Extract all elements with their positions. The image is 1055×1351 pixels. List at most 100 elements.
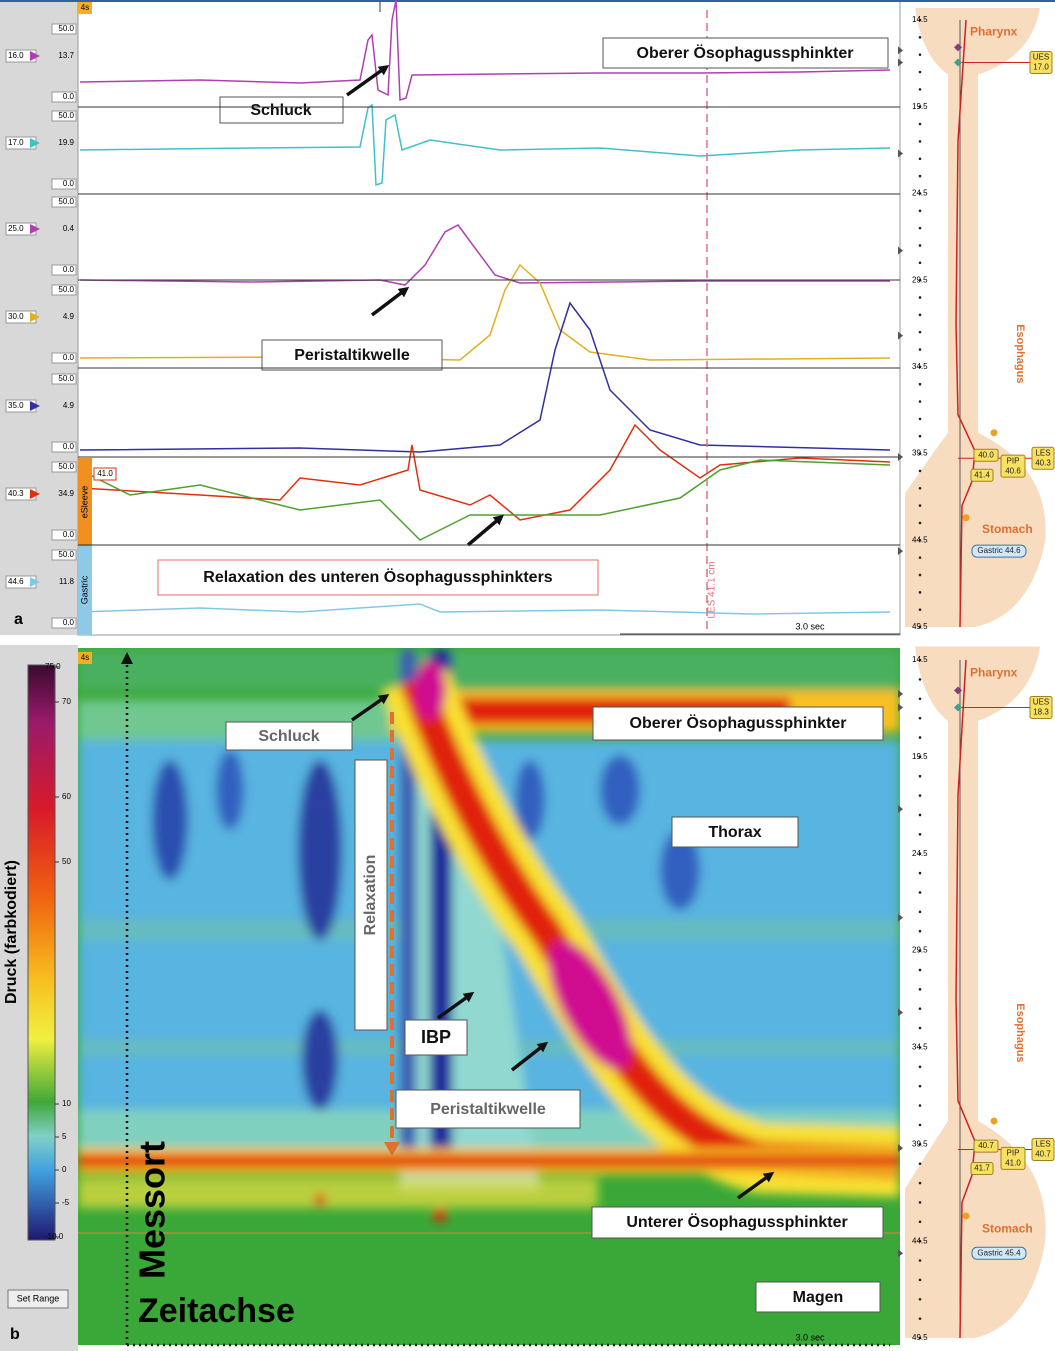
depth-dot (918, 968, 922, 972)
ues-label-box (1029, 695, 1053, 719)
les-label: LES (1035, 1140, 1050, 1149)
depth-label: 24.5 (912, 849, 928, 858)
depth-dot (918, 36, 922, 39)
channel-value: 4.9 (63, 312, 75, 321)
sensor-marker (898, 453, 903, 462)
ues-marker (954, 703, 962, 712)
depth-dot (918, 1142, 922, 1146)
region-label: Pharynx (970, 24, 1018, 38)
gastric-box (971, 544, 1027, 558)
depth-dot (918, 1104, 922, 1107)
annotation: Oberer Ösophagussphinkter (637, 43, 854, 62)
depth-dot (918, 434, 922, 438)
depth-dot (918, 1181, 922, 1185)
depth-dot (918, 929, 922, 933)
depth-dot (918, 226, 922, 230)
depth-dot (918, 157, 922, 161)
depth-dot (918, 382, 922, 386)
depth-dot (918, 1026, 922, 1030)
axis-label: Zeitachse (138, 1292, 295, 1330)
depth-dot (918, 573, 922, 577)
gastric-box (78, 546, 92, 635)
depth-dot (918, 261, 922, 265)
annotation: Schluck (250, 102, 311, 119)
pressure-profile (955, 19, 976, 628)
pip-label: PIP (1007, 1148, 1020, 1157)
sensor-marker (898, 331, 903, 340)
annotation-box (591, 1206, 884, 1239)
depth-dot (918, 736, 922, 739)
depth-dot (918, 852, 922, 856)
depth-dot (918, 296, 922, 299)
les-bottom: 41.7 (974, 1164, 990, 1173)
sensor-marker (898, 46, 903, 55)
channel-value: 13.7 (58, 51, 74, 60)
sensor-marker (898, 1008, 903, 1017)
sensor-marker (898, 703, 903, 712)
colorbar-tick-label: -5 (62, 1198, 70, 1207)
depth-dot (918, 88, 922, 91)
channel-max: 50.0 (58, 462, 74, 471)
time-label: 4s (81, 653, 89, 662)
gastric-label: Gastric 44.6 (977, 546, 1021, 555)
annotation: Peristaltikwelle (430, 1101, 546, 1118)
channel-max: 50.0 (58, 285, 74, 294)
esleeve-box (78, 458, 92, 546)
time-label-box (78, 2, 92, 14)
depth-dot (918, 988, 922, 991)
annotation: Oberer Ösophagussphinkter (630, 713, 847, 732)
axis-label: Messort (132, 1141, 173, 1279)
annotation: Relaxation des unteren Ösophagussphinkte… (203, 567, 553, 586)
depth-dot (918, 910, 922, 914)
depth-dot (918, 105, 922, 109)
esleeve-label: eSleeve (79, 486, 89, 519)
sensor-marker (898, 1249, 903, 1258)
region-label: Esophagus (1014, 324, 1026, 383)
depth-dot (918, 1259, 922, 1262)
channel-min: 0.0 (63, 179, 75, 188)
sensor-marker (898, 689, 903, 698)
trace-6-red (79, 423, 891, 521)
les-bottom-box (970, 1162, 994, 1175)
trace-6-green (79, 459, 891, 541)
depth-label: 14.5 (912, 15, 928, 24)
pip-label-box (1000, 454, 1026, 478)
depth-dot (918, 1278, 922, 1282)
depth-label: 19.5 (912, 752, 928, 761)
set-range-label[interactable]: Set Range (17, 1293, 60, 1303)
marker (962, 514, 970, 522)
channel-min: 0.0 (63, 618, 75, 627)
depth-dot (918, 486, 922, 490)
time-scale: 3.0 sec (795, 1332, 825, 1342)
depth-label: 49.5 (912, 622, 928, 631)
depth-dot (918, 556, 922, 559)
anatomy: 14.5 19.5 24.5 29.5 34.5 39.5 44.5 49.5 Pharynx E… (898, 7, 1055, 631)
region-label: Stomach (982, 522, 1033, 536)
les-label: LES (1035, 448, 1050, 457)
pip-label-value: 41.0 (1005, 1158, 1021, 1167)
channel-min: 0.0 (63, 92, 75, 101)
depth-label: 19.5 (912, 102, 928, 111)
depth-label: 39.5 (912, 449, 928, 458)
depth-dot (918, 813, 922, 817)
set-range-button[interactable] (7, 1289, 69, 1309)
annotation-box (261, 339, 443, 371)
depth-dot (918, 278, 922, 282)
sensor-marker (898, 1144, 903, 1153)
les-label-value: 40.3 (1035, 458, 1051, 467)
pip-label-box (1000, 1146, 1026, 1170)
depth-dot (918, 122, 922, 126)
depth-dot (918, 1123, 922, 1127)
channel-scale-box (51, 529, 77, 541)
channel-min: 0.0 (63, 265, 75, 274)
annotation-box (671, 816, 799, 848)
sensor-marker (898, 58, 903, 67)
channel-scale-box (51, 91, 77, 103)
depth-dot (918, 18, 922, 22)
annotation: Relaxation (362, 855, 379, 936)
depth-dot (918, 794, 922, 797)
depth-label: 29.5 (912, 946, 928, 955)
pip-label: PIP (1007, 456, 1020, 465)
ues-label: UES (1033, 53, 1049, 62)
